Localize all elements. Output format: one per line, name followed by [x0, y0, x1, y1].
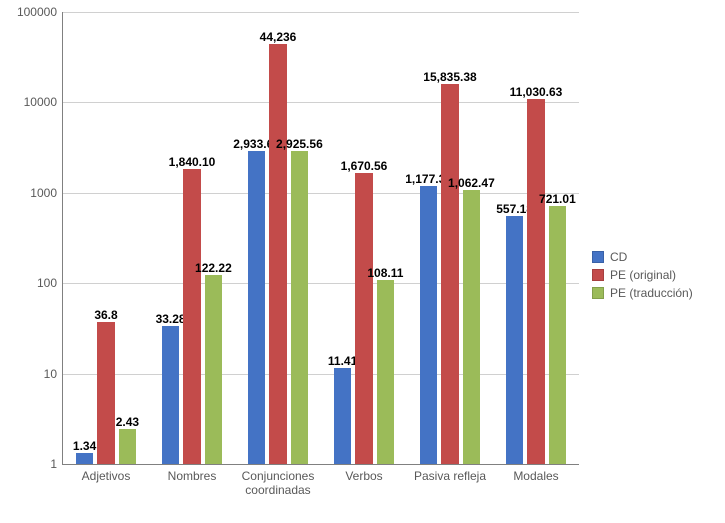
legend-swatch-icon — [592, 287, 604, 299]
legend: CD PE (original) PE (traducción) — [592, 250, 693, 304]
bar-value-label: 108.11 — [367, 266, 403, 280]
gridline — [63, 102, 579, 103]
bar-value-label: 1,062.47 — [448, 176, 495, 190]
bar — [527, 99, 544, 464]
legend-swatch-icon — [592, 269, 604, 281]
bar-value-label: 1,670.56 — [341, 159, 388, 173]
x-tick-label: Modales — [493, 464, 579, 484]
x-tick-label: Nombres — [149, 464, 235, 484]
bar-value-label: 11.41 — [328, 354, 357, 368]
legend-swatch-icon — [592, 251, 604, 263]
bar-value-label: 1.34 — [73, 439, 96, 453]
bar-value-label: 15,835.38 — [423, 70, 476, 84]
bar — [76, 453, 93, 464]
x-tick-label: Adjetivos — [63, 464, 149, 484]
bar — [97, 322, 114, 464]
bar-value-label: 122.22 — [195, 261, 232, 275]
gridline — [63, 374, 579, 375]
legend-item: PE (traducción) — [592, 286, 693, 300]
bar — [377, 280, 394, 464]
y-tick-label: 100 — [37, 276, 63, 290]
x-tick-label: Verbos — [321, 464, 407, 484]
chart-container: 1 10 100 1000 10000 100000 1.34 36.8 2.43 Adjetiv… — [0, 0, 725, 523]
x-tick-label: Conjuncionescoordinadas — [235, 464, 321, 498]
bar-value-label: 1,840.10 — [169, 155, 216, 169]
legend-label: CD — [610, 250, 627, 264]
y-tick-label: 10000 — [24, 95, 63, 109]
x-tick-label: Pasiva refleja — [407, 464, 493, 484]
bar — [463, 190, 480, 464]
gridline — [63, 283, 579, 284]
legend-label: PE (traducción) — [610, 286, 693, 300]
y-tick-label: 1 — [50, 457, 63, 471]
bar-value-label: 2.43 — [116, 415, 139, 429]
bar — [420, 186, 437, 464]
bar — [334, 368, 351, 464]
y-tick-label: 100000 — [17, 5, 63, 19]
bar-value-label: 2,925.56 — [276, 137, 323, 151]
bar — [549, 206, 566, 464]
bar — [269, 44, 286, 464]
bar — [183, 169, 200, 464]
bar-value-label: 11,030.63 — [510, 85, 563, 99]
bar-value-label: 33.28 — [156, 312, 186, 326]
legend-label: PE (original) — [610, 268, 676, 282]
y-tick-label: 10 — [44, 367, 63, 381]
bar — [205, 275, 222, 464]
legend-item: CD — [592, 250, 693, 264]
bar — [248, 151, 265, 464]
legend-item: PE (original) — [592, 268, 693, 282]
bar — [355, 173, 372, 464]
bar — [506, 216, 523, 464]
bar-value-label: 44,236 — [260, 30, 297, 44]
gridline — [63, 193, 579, 194]
bar — [119, 429, 136, 464]
gridline — [63, 12, 579, 13]
bar — [291, 151, 308, 464]
bar-value-label: 36.8 — [94, 308, 117, 322]
bar — [162, 326, 179, 464]
plot-area: 1101001000100001000001.3436.82.43Adjetiv… — [62, 12, 579, 465]
bar-value-label: 721.01 — [539, 192, 576, 206]
bar — [441, 84, 458, 464]
y-tick-label: 1000 — [30, 186, 63, 200]
